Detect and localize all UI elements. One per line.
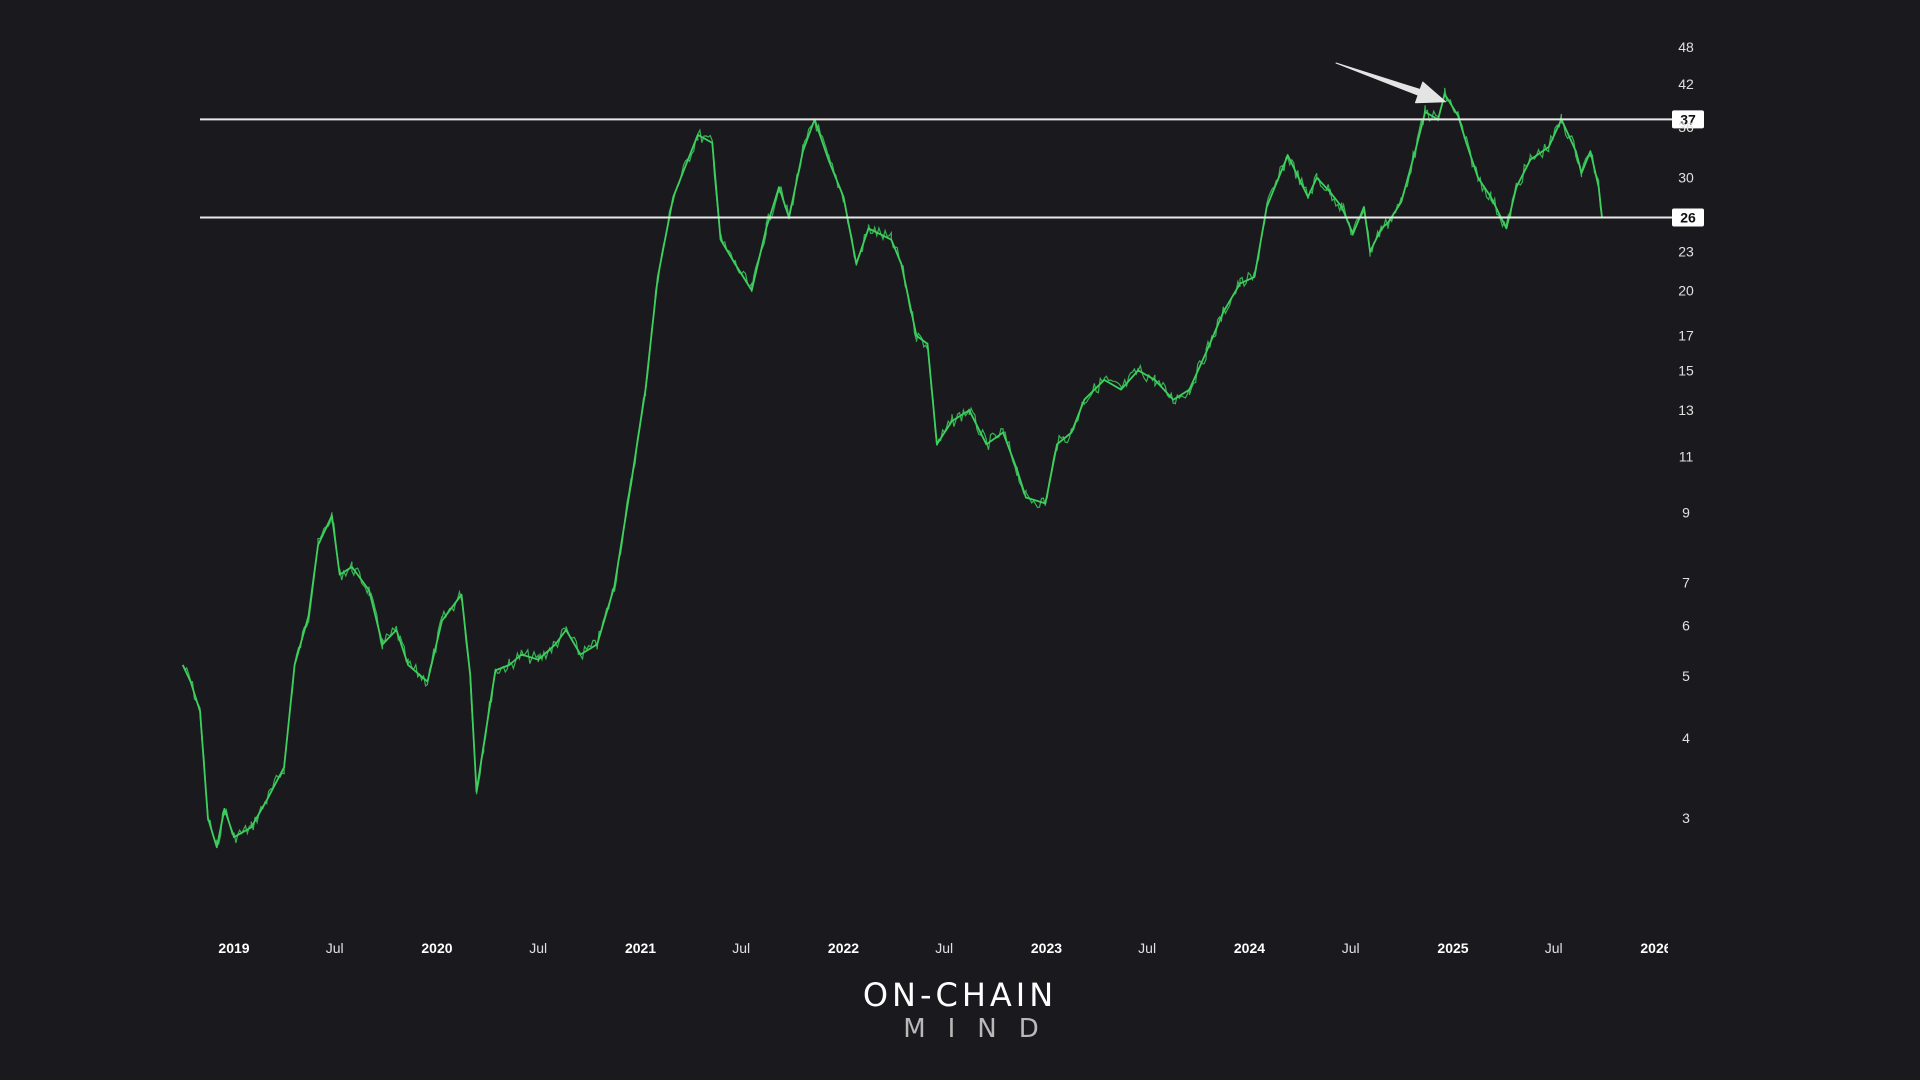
y-tick-label: 17 xyxy=(1678,328,1694,344)
x-tick-label: Jul xyxy=(732,940,750,956)
x-tick-label: 2020 xyxy=(421,940,452,956)
y-tick-label: 11 xyxy=(1679,449,1694,465)
x-tick-label: Jul xyxy=(1342,940,1360,956)
x-tick-label: 2021 xyxy=(625,940,656,956)
x-tick-label: 2023 xyxy=(1031,940,1062,956)
y-tick-label: 5 xyxy=(1682,668,1690,684)
y-tick-label: 20 xyxy=(1678,282,1694,298)
y-tick-label: 30 xyxy=(1678,170,1694,186)
y-tick-label: 13 xyxy=(1678,402,1694,418)
y-tick-label: 48 xyxy=(1678,39,1694,55)
y-tick-label: 7 xyxy=(1682,574,1690,590)
price-series-line xyxy=(181,93,1603,849)
x-tick-label: 2026 xyxy=(1640,940,1671,956)
y-tick-label: 3 xyxy=(1682,810,1690,826)
y-tick-label: 42 xyxy=(1678,76,1694,92)
x-tick-label: Jul xyxy=(529,940,547,956)
y-tick-label: 6 xyxy=(1682,617,1690,633)
x-tick-label: Jul xyxy=(935,940,953,956)
x-tick-label: 2024 xyxy=(1234,940,1265,956)
level-label-box-37 xyxy=(1672,110,1704,129)
peak-arrow-annotation xyxy=(1335,62,1446,104)
x-tick-label: Jul xyxy=(1138,940,1156,956)
y-tick-label: 23 xyxy=(1678,244,1694,260)
y-tick-label: 4 xyxy=(1682,730,1690,746)
brand-logo-top: ON-CHAIN xyxy=(862,976,1058,1014)
x-tick-label: 2019 xyxy=(218,940,249,956)
level-label-26: 26 xyxy=(1680,209,1696,225)
y-tick-label: 9 xyxy=(1682,504,1690,520)
x-tick-label: 2025 xyxy=(1437,940,1468,956)
x-tick-label: 2022 xyxy=(828,940,859,956)
x-tick-label: Jul xyxy=(326,940,344,956)
y-tick-label: 36 xyxy=(1678,119,1694,135)
level-label-37: 37 xyxy=(1680,111,1696,127)
y-tick-label: 15 xyxy=(1678,362,1694,378)
x-tick-label: Jul xyxy=(1545,940,1563,956)
level-label-box-26 xyxy=(1672,208,1704,227)
brand-logo-bottom: MIND xyxy=(903,1014,1061,1044)
